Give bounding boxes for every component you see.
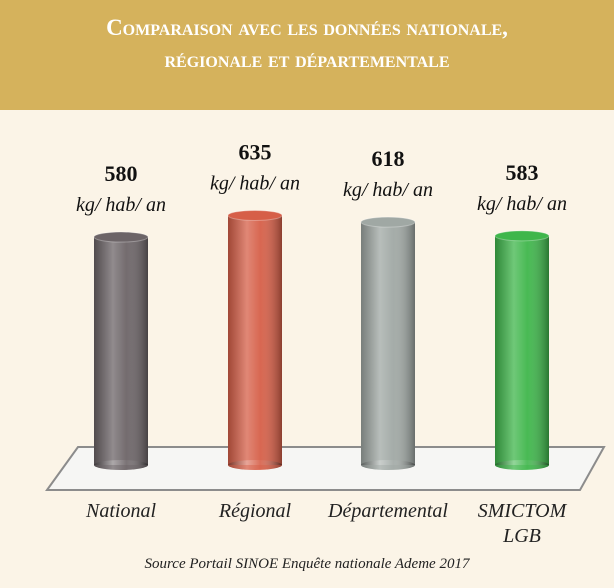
- source: Source Portail SINOE Enquête nationale A…: [144, 556, 470, 572]
- x-tick-label: Départemental: [328, 500, 448, 522]
- bar: [494, 230, 550, 470]
- bar-top: [93, 231, 149, 243]
- value-label: 618: [372, 146, 405, 171]
- bar-shade-bottom: [94, 460, 148, 470]
- bar-shade: [228, 215, 282, 465]
- value-label: 580: [105, 161, 138, 186]
- bar-shade: [361, 222, 415, 465]
- bar-top: [360, 216, 416, 228]
- bar-top: [494, 230, 550, 242]
- bar-shade-bottom: [361, 460, 415, 470]
- value-label: 635: [239, 139, 272, 164]
- floor: [45, 446, 606, 491]
- bar-shade: [94, 237, 148, 465]
- bar-shade-bottom: [228, 460, 282, 470]
- bar-shade: [495, 235, 549, 465]
- value-unit: kg/ hab/ an: [477, 193, 567, 215]
- bar-top: [227, 209, 283, 221]
- bar: [93, 231, 149, 470]
- value-unit: kg/ hab/ an: [76, 194, 166, 216]
- chart-title: Comparaison avec les données nationale, …: [0, 0, 614, 110]
- value-label: 583: [506, 160, 539, 185]
- value-unit: kg/ hab/ an: [343, 179, 433, 201]
- bar: [360, 216, 416, 470]
- bar-shade-bottom: [495, 460, 549, 470]
- value-unit: kg/ hab/ an: [210, 172, 300, 194]
- x-tick-label: National: [85, 500, 156, 522]
- bar: [227, 209, 283, 470]
- x-tick-label: Régional: [218, 500, 292, 522]
- x-tick-label: SMICTOM LGB: [477, 500, 567, 547]
